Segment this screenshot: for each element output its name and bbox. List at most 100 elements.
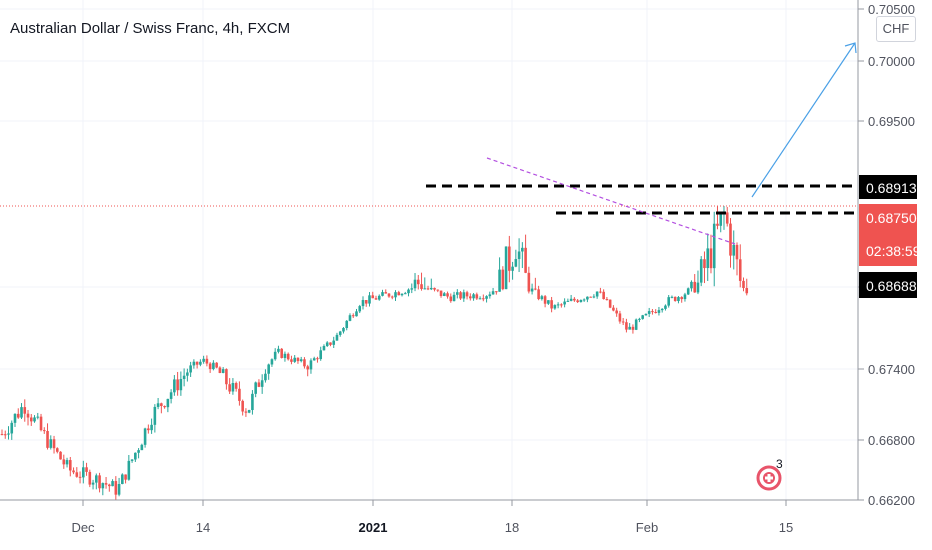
support-price-tag: 0.68688 — [859, 272, 917, 298]
candle-body — [306, 366, 310, 370]
candle-body — [20, 407, 23, 418]
candle-body — [693, 281, 697, 293]
price-axis-label: 0.66200 — [868, 493, 915, 508]
projection-arrow-line[interactable] — [751, 42, 856, 198]
indicator-badge[interactable]: 3 — [756, 457, 783, 491]
candle-body — [238, 388, 241, 401]
resistance-price-label: 0.68913 — [866, 180, 917, 196]
candle-body — [573, 298, 576, 301]
candle-body — [709, 248, 713, 269]
candle-body — [108, 484, 111, 487]
candle-body — [654, 311, 657, 313]
candle-body — [475, 294, 479, 299]
price-axis-label: 0.70500 — [868, 2, 915, 17]
candle-body — [504, 246, 508, 290]
candle-body — [147, 428, 150, 431]
candle-body — [599, 291, 602, 293]
projection-arrow-head — [844, 42, 857, 54]
candle-body — [358, 306, 362, 312]
candle-body — [342, 328, 345, 332]
candle-body — [91, 482, 95, 485]
candle-body — [117, 484, 121, 495]
candle-body — [524, 247, 527, 273]
candle-body — [667, 297, 670, 306]
candle-body — [478, 298, 482, 300]
candle-body — [416, 279, 420, 285]
candle-body — [296, 357, 300, 362]
candle-body — [641, 315, 644, 319]
descending-trendline[interactable] — [486, 157, 736, 245]
candle-body — [312, 358, 316, 361]
candle-body — [169, 392, 173, 399]
candle-body — [719, 213, 723, 226]
candle-body — [361, 300, 365, 307]
candle-body — [527, 272, 531, 292]
candle-body — [189, 365, 192, 373]
candle-body — [638, 318, 641, 320]
candle-body — [351, 315, 355, 317]
resistance-price-tag: 0.68913 — [859, 175, 917, 199]
candle-body — [410, 288, 414, 290]
candle-body — [625, 322, 628, 330]
candle-body — [303, 359, 306, 367]
time-axis-label: 14 — [196, 520, 210, 535]
time-axis-label: 15 — [779, 520, 793, 535]
candle-body — [134, 452, 137, 460]
candle-body — [618, 313, 622, 322]
candle-body — [530, 288, 534, 292]
candle-body — [156, 403, 160, 407]
candle-body — [742, 280, 745, 289]
candle-body — [491, 291, 495, 295]
bar-countdown-label: 02:38:59 — [866, 243, 921, 259]
candle-body — [16, 413, 20, 418]
candle-body — [442, 293, 446, 296]
candle-body — [612, 307, 615, 311]
candle-body — [738, 259, 742, 281]
candle-body — [452, 294, 456, 302]
candle-body — [446, 293, 449, 297]
candle-body — [745, 288, 749, 294]
candle-body — [329, 342, 332, 345]
candle-body — [348, 315, 352, 321]
candle-body — [114, 481, 118, 495]
candle-body — [13, 413, 17, 423]
candle-body — [521, 247, 524, 252]
candle-body — [368, 295, 371, 304]
time-axis-label: 2021 — [359, 520, 388, 535]
candle-body — [215, 362, 218, 368]
candle-body — [462, 292, 466, 299]
candle-body — [264, 373, 267, 381]
candle-body — [95, 475, 98, 483]
candle-body — [553, 305, 557, 309]
candle-body — [605, 299, 609, 301]
currency-badge[interactable]: CHF — [876, 16, 916, 42]
candle-body — [137, 450, 140, 453]
candle-body — [508, 246, 511, 271]
candle-body — [130, 459, 134, 461]
candle-body — [85, 467, 88, 472]
candle-body — [75, 472, 79, 477]
candle-body — [488, 294, 492, 297]
candle-body — [192, 361, 196, 366]
time-axis[interactable]: Dec 14 2021 18 Feb 15 — [71, 500, 793, 535]
candle-body — [160, 403, 163, 407]
candle-body — [338, 331, 342, 335]
candle-body — [456, 292, 459, 295]
candle-body — [46, 431, 49, 448]
candle-body — [495, 291, 498, 293]
candle-body — [332, 340, 336, 345]
candle-body — [579, 300, 583, 303]
candle-body — [244, 411, 248, 413]
candle-body — [680, 297, 684, 300]
candle-body — [257, 382, 261, 387]
candle-body — [615, 310, 618, 314]
candle-body — [364, 300, 368, 304]
candle-body — [49, 439, 53, 448]
candle-body — [124, 474, 127, 480]
candle-body — [377, 295, 381, 300]
candle-body — [52, 439, 56, 449]
candle-body — [433, 287, 436, 290]
candle-body — [602, 291, 605, 300]
candle-body — [423, 288, 427, 290]
